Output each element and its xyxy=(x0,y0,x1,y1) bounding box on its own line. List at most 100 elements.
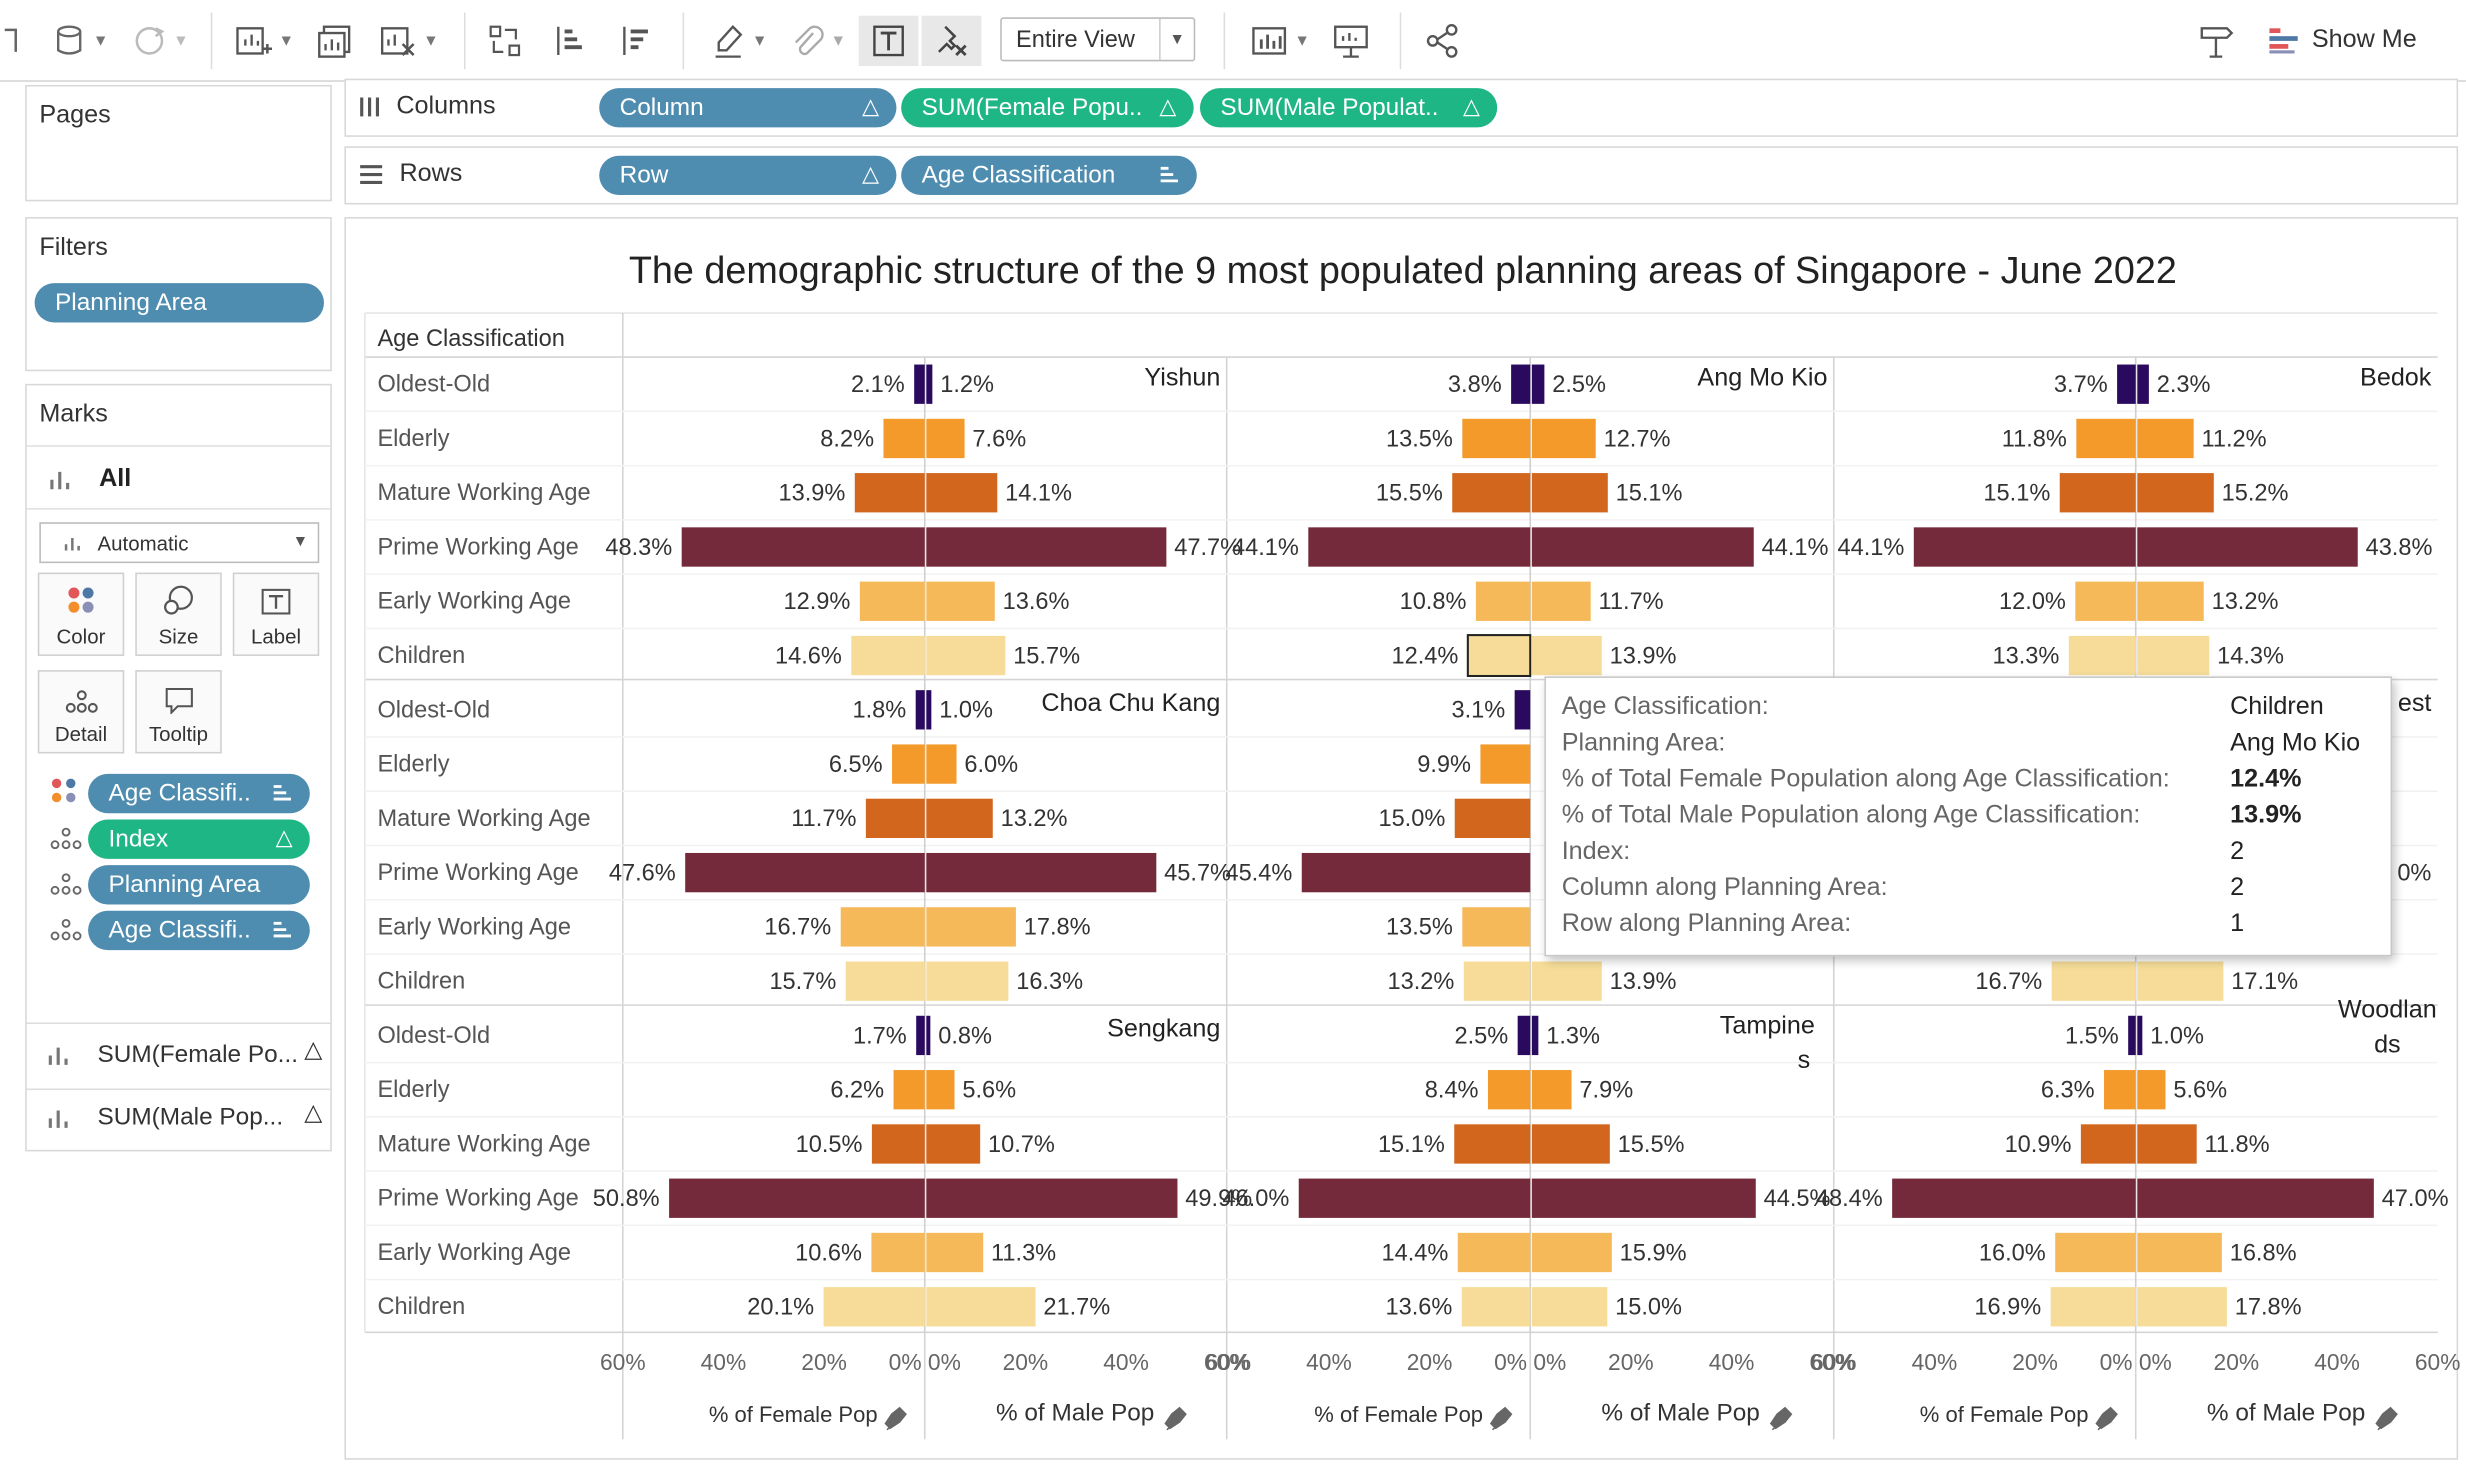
planning-area-label: Sengkang xyxy=(1107,1015,1220,1043)
male-bar xyxy=(2137,1124,2197,1164)
datasource-icon[interactable]: ▼ xyxy=(47,16,116,66)
female-bar xyxy=(1514,690,1531,730)
pill-label: Row xyxy=(619,161,669,188)
male-bar xyxy=(2137,581,2204,621)
filters-shelf[interactable]: Filters Planning Area xyxy=(25,217,332,372)
measure-label: SUM(Male Pop... xyxy=(97,1104,284,1131)
detail-button[interactable]: Detail xyxy=(37,670,125,754)
columns-pill-female[interactable]: SUM(Female Popu.. △ xyxy=(901,88,1194,128)
axis-tick-label: 20% xyxy=(1608,1349,1654,1375)
male-value-label: 12.7% xyxy=(1604,425,1671,451)
show-me-button[interactable]: Show Me xyxy=(2268,19,2417,63)
axis-tick-label: 60% xyxy=(1205,1349,1251,1375)
rows-pill-age-classification[interactable]: Age Classification xyxy=(901,155,1197,196)
label-button[interactable]: Label xyxy=(232,572,320,656)
axis-tick-label: 20% xyxy=(2012,1349,2058,1375)
pill-label: Age Classifi.. xyxy=(108,779,251,807)
filter-pill-planning-area[interactable]: Planning Area xyxy=(34,283,324,323)
sort-descending-icon[interactable] xyxy=(613,16,660,66)
pages-shelf[interactable]: Pages xyxy=(25,84,332,202)
rows-shelf[interactable]: Rows Row △ Age Classification xyxy=(344,146,2459,205)
row-label: Early Working Age xyxy=(377,588,571,614)
axis-tick-label: 40% xyxy=(1912,1349,1958,1375)
male-bar xyxy=(2137,364,2149,404)
refresh-icon[interactable]: ▼ xyxy=(126,16,195,66)
female-bar xyxy=(2051,961,2136,1001)
share-icon[interactable] xyxy=(1419,16,1466,66)
rows-pill-row[interactable]: Row △ xyxy=(599,155,897,196)
tooltip-row: Row along Planning Area: 1 xyxy=(1562,911,2244,946)
swap-rows-columns-icon[interactable]: ▼ xyxy=(1246,16,1315,66)
measure-card-female[interactable]: SUM(Female Po... △ xyxy=(47,1037,322,1069)
planning-area-label: Woodlan xyxy=(2338,996,2437,1024)
male-value-label: 14.1% xyxy=(1005,480,1072,506)
measure-card-male[interactable]: SUM(Male Pop... △ xyxy=(47,1100,322,1132)
female-bar xyxy=(1475,581,1531,621)
fix-axes-icon[interactable] xyxy=(921,15,982,67)
female-value-label: 50.8% xyxy=(593,1185,660,1211)
female-bar xyxy=(1463,961,1531,1001)
male-bar xyxy=(926,744,957,784)
male-bar xyxy=(926,473,998,513)
show-labels-icon[interactable] xyxy=(858,15,919,67)
axis-tick-label: 40% xyxy=(1306,1349,1352,1375)
presentation-icon[interactable] xyxy=(1327,16,1374,66)
female-value-label: 11.8% xyxy=(2002,425,2067,451)
columns-pill-male[interactable]: SUM(Male Populat.. △ xyxy=(1199,88,1498,128)
pyramid-chart[interactable]: The demographic structure of the 9 most … xyxy=(346,219,2461,1462)
clear-sheet-icon[interactable]: ▼ xyxy=(374,16,443,66)
attach-icon[interactable]: ▼ xyxy=(783,16,852,66)
delta-icon: △ xyxy=(862,160,880,186)
female-bar xyxy=(2104,1070,2136,1110)
female-bar xyxy=(669,1178,925,1218)
axis-tick-label: 60% xyxy=(600,1349,646,1375)
tooltip-button[interactable]: Tooltip xyxy=(135,670,222,754)
size-button[interactable]: Size xyxy=(135,572,222,656)
male-bar xyxy=(926,581,995,621)
axis-tick-label: 20% xyxy=(801,1349,847,1375)
columns-shelf[interactable]: Columns Column △ SUM(Female Popu.. △ SUM(M… xyxy=(344,78,2459,137)
row-label: Early Working Age xyxy=(377,913,571,939)
color-button[interactable]: Color xyxy=(37,572,125,656)
marks-pill-age-classification-detail[interactable]: Age Classifi.. xyxy=(88,910,310,951)
male-bar xyxy=(2137,527,2358,567)
highlight-icon[interactable]: ▼ xyxy=(705,16,774,66)
female-bar xyxy=(1517,1015,1531,1056)
male-value-label: 21.7% xyxy=(1043,1294,1110,1320)
marks-all-label: All xyxy=(99,465,132,493)
bar-chart-icon xyxy=(50,471,70,490)
female-bar xyxy=(2059,473,2136,513)
male-value-label: 16.3% xyxy=(1016,968,1083,994)
marks-pill-planning-area[interactable]: Planning Area xyxy=(88,865,310,905)
marks-pill-index[interactable]: Index △ xyxy=(88,819,310,859)
marks-pill-age-classification-color[interactable]: Age Classifi.. xyxy=(88,773,310,814)
view-size-value: Entire View xyxy=(1015,25,1135,53)
axis-tick-label: 60% xyxy=(2415,1349,2460,1375)
female-bar xyxy=(1462,907,1531,947)
axis-tick-label: 0% xyxy=(1533,1349,1566,1375)
signpost-icon[interactable] xyxy=(2192,16,2239,66)
columns-pill-column[interactable]: Column △ xyxy=(599,88,897,128)
size-label: Size xyxy=(158,624,199,649)
male-bar xyxy=(926,1124,981,1164)
male-value-label: 5.6% xyxy=(2173,1077,2227,1103)
view-size-select[interactable]: Entire View ▼ xyxy=(1000,17,1196,62)
tooltip-row: Planning Area: Ang Mo Kio xyxy=(1562,730,2360,765)
swap-icon[interactable] xyxy=(481,16,528,66)
female-value-label: 16.9% xyxy=(1974,1294,2041,1320)
tooltip-label: Tooltip xyxy=(148,722,209,746)
redo-icon[interactable] xyxy=(0,16,22,66)
male-bar xyxy=(2137,1287,2227,1327)
female-value-label: 16.7% xyxy=(764,914,831,940)
female-bar xyxy=(2055,1232,2136,1273)
female-bar xyxy=(871,1124,925,1164)
new-worksheet-icon[interactable]: ▼ xyxy=(230,16,299,66)
sort-ascending-icon[interactable] xyxy=(547,16,594,66)
male-value-label: 44.1% xyxy=(1762,534,1829,560)
female-bar xyxy=(1301,852,1531,893)
mark-type-select[interactable]: Automatic ▼ xyxy=(39,522,320,564)
female-bar xyxy=(851,635,925,676)
duplicate-icon[interactable] xyxy=(311,16,358,66)
marks-all-tab[interactable]: All xyxy=(49,466,131,494)
female-value-label: 10.5% xyxy=(796,1131,863,1157)
